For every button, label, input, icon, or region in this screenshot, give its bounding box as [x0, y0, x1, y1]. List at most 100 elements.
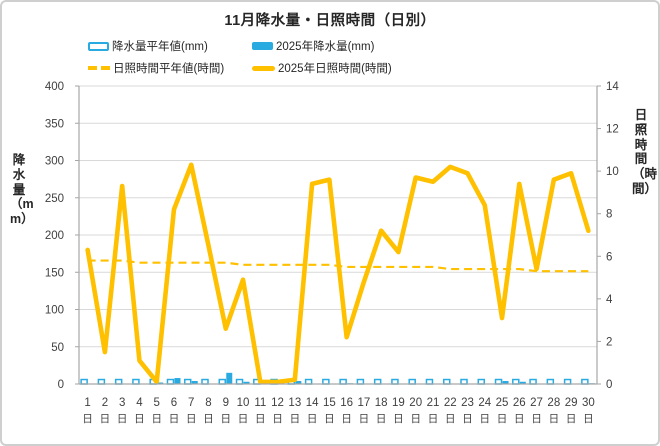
- x-axis-day-unit: 日: [117, 413, 128, 425]
- precip-2025-bar: [295, 381, 302, 384]
- x-axis-day-number: 26: [513, 397, 526, 409]
- legend-item-precip-normal: 降水量平年値(mm): [88, 38, 252, 54]
- x-axis-day-unit: 日: [186, 413, 197, 425]
- x-axis-day-number: 18: [375, 397, 388, 409]
- precip-2025-bar: [243, 381, 250, 384]
- left-axis-tick-label: 150: [45, 267, 64, 279]
- x-axis-day-number: 5: [153, 397, 159, 409]
- precip-normal-bar: [442, 378, 451, 385]
- x-axis-day-unit: 日: [238, 413, 249, 425]
- x-axis-day-number: 27: [530, 397, 543, 409]
- left-axis-tick-label: 50: [51, 342, 64, 354]
- x-axis-day-unit: 日: [82, 413, 93, 425]
- x-axis-day-unit: 日: [566, 413, 577, 425]
- precip-normal-bar: [80, 378, 88, 385]
- x-axis-day-unit: 日: [428, 413, 439, 425]
- x-axis-day-number: 16: [340, 397, 353, 409]
- left-axis-tick-label: 100: [45, 305, 64, 317]
- x-axis-day-number: 14: [306, 397, 319, 409]
- right-axis-tick-label: 8: [606, 209, 612, 221]
- x-axis-day-number: 13: [288, 397, 301, 409]
- legend-label: 2025年降水量(mm): [276, 41, 375, 53]
- precip-normal-bar: [218, 378, 227, 385]
- dashed-line-marker-icon: [88, 66, 110, 70]
- precip-normal-bar: [339, 378, 347, 385]
- x-axis-day-number: 10: [237, 397, 250, 409]
- x-axis-day-number: 7: [188, 397, 194, 409]
- precip-normal-bar: [391, 378, 399, 385]
- solid-bar-marker-icon: [252, 42, 273, 50]
- right-axis-tick-label: 6: [606, 251, 612, 263]
- x-axis-day-unit: 日: [221, 413, 232, 425]
- chart-title: 11月降水量・日照時間（日別）: [224, 13, 436, 29]
- x-axis-day-number: 17: [358, 397, 371, 409]
- precip-normal-bar: [460, 378, 468, 385]
- precip-normal-bar: [235, 378, 244, 385]
- x-axis-day-unit: 日: [531, 413, 542, 425]
- x-axis-day-number: 11: [254, 397, 266, 409]
- x-axis-day-number: 22: [444, 397, 457, 409]
- x-axis-day-number: 15: [323, 397, 336, 409]
- x-axis-day-unit: 日: [324, 413, 335, 425]
- left-axis-tick-label: 350: [45, 118, 64, 130]
- x-axis-day-unit: 日: [376, 413, 387, 425]
- x-axis-day-number: 1: [84, 397, 90, 409]
- x-axis-day-number: 9: [223, 397, 229, 409]
- x-axis-day-unit: 日: [445, 413, 456, 425]
- x-axis-day-number: 19: [392, 397, 405, 409]
- legend-label: 2025年日照時間(時間): [278, 63, 392, 75]
- x-axis-day-unit: 日: [549, 413, 560, 425]
- left-axis-tick-label: 300: [45, 156, 64, 168]
- left-axis-tick-label: 250: [45, 193, 64, 205]
- precip-normal-bar: [322, 378, 330, 385]
- x-axis-day-unit: 日: [272, 413, 283, 425]
- right-axis-tick-label: 14: [606, 81, 619, 93]
- left-axis-tick-label: 200: [45, 230, 64, 242]
- x-axis-day-number: 20: [409, 397, 422, 409]
- left-axis-tick-label: 0: [58, 379, 64, 391]
- precip-normal-bar: [183, 378, 192, 385]
- x-axis-day-number: 6: [171, 397, 177, 409]
- legend-item-sunshine-2025: 2025年日照時間(時間): [252, 60, 392, 76]
- x-axis-day-unit: 日: [497, 413, 508, 425]
- x-axis-day-unit: 日: [514, 413, 525, 425]
- precip-2025-bar: [519, 381, 526, 384]
- precip-normal-bar: [425, 378, 434, 385]
- precip-normal-bar: [563, 378, 572, 385]
- x-axis-day-unit: 日: [307, 413, 318, 425]
- x-axis-day-unit: 日: [359, 413, 370, 425]
- solid-line-marker-icon: [252, 65, 275, 71]
- x-axis-day-unit: 日: [255, 413, 266, 425]
- precip-normal-bar: [201, 378, 209, 385]
- x-axis-day-number: 2: [102, 397, 108, 409]
- precip-normal-bar: [408, 378, 416, 385]
- x-axis-day-unit: 日: [480, 413, 491, 425]
- x-axis-day-unit: 日: [393, 413, 404, 425]
- x-axis-day-unit: 日: [151, 413, 162, 425]
- legend-item-sunshine-normal: 日照時間平年値(時間): [88, 60, 252, 76]
- x-axis-day-unit: 日: [290, 413, 301, 425]
- precip-normal-bar: [114, 378, 123, 385]
- x-axis-day-number: 28: [547, 397, 560, 409]
- precip-normal-bar: [477, 378, 486, 385]
- x-axis-day-unit: 日: [203, 413, 214, 425]
- x-axis-day-number: 24: [478, 397, 491, 409]
- x-axis-day-number: 8: [205, 397, 211, 409]
- x-axis-day-unit: 日: [462, 413, 473, 425]
- left-axis-title: 降水量（mm）: [10, 153, 34, 226]
- legend-label: 降水量平年値(mm): [112, 41, 208, 53]
- precip-normal-bar: [529, 378, 537, 385]
- x-axis-day-number: 23: [461, 397, 474, 409]
- precip-normal-bar: [373, 378, 382, 385]
- x-axis-day-unit: 日: [134, 413, 145, 425]
- x-axis-day-unit: 日: [410, 413, 421, 425]
- precip-2025-bar: [191, 381, 198, 384]
- x-axis-day-number: 29: [565, 397, 578, 409]
- precip-normal-bar: [132, 378, 140, 385]
- x-axis-day-number: 30: [582, 397, 595, 409]
- legend: 降水量平年値(mm) 2025年降水量(mm) 日照時間平年値(時間) 2025…: [88, 38, 392, 76]
- right-axis-tick-label: 12: [606, 124, 619, 136]
- precip-normal-bar: [97, 378, 106, 385]
